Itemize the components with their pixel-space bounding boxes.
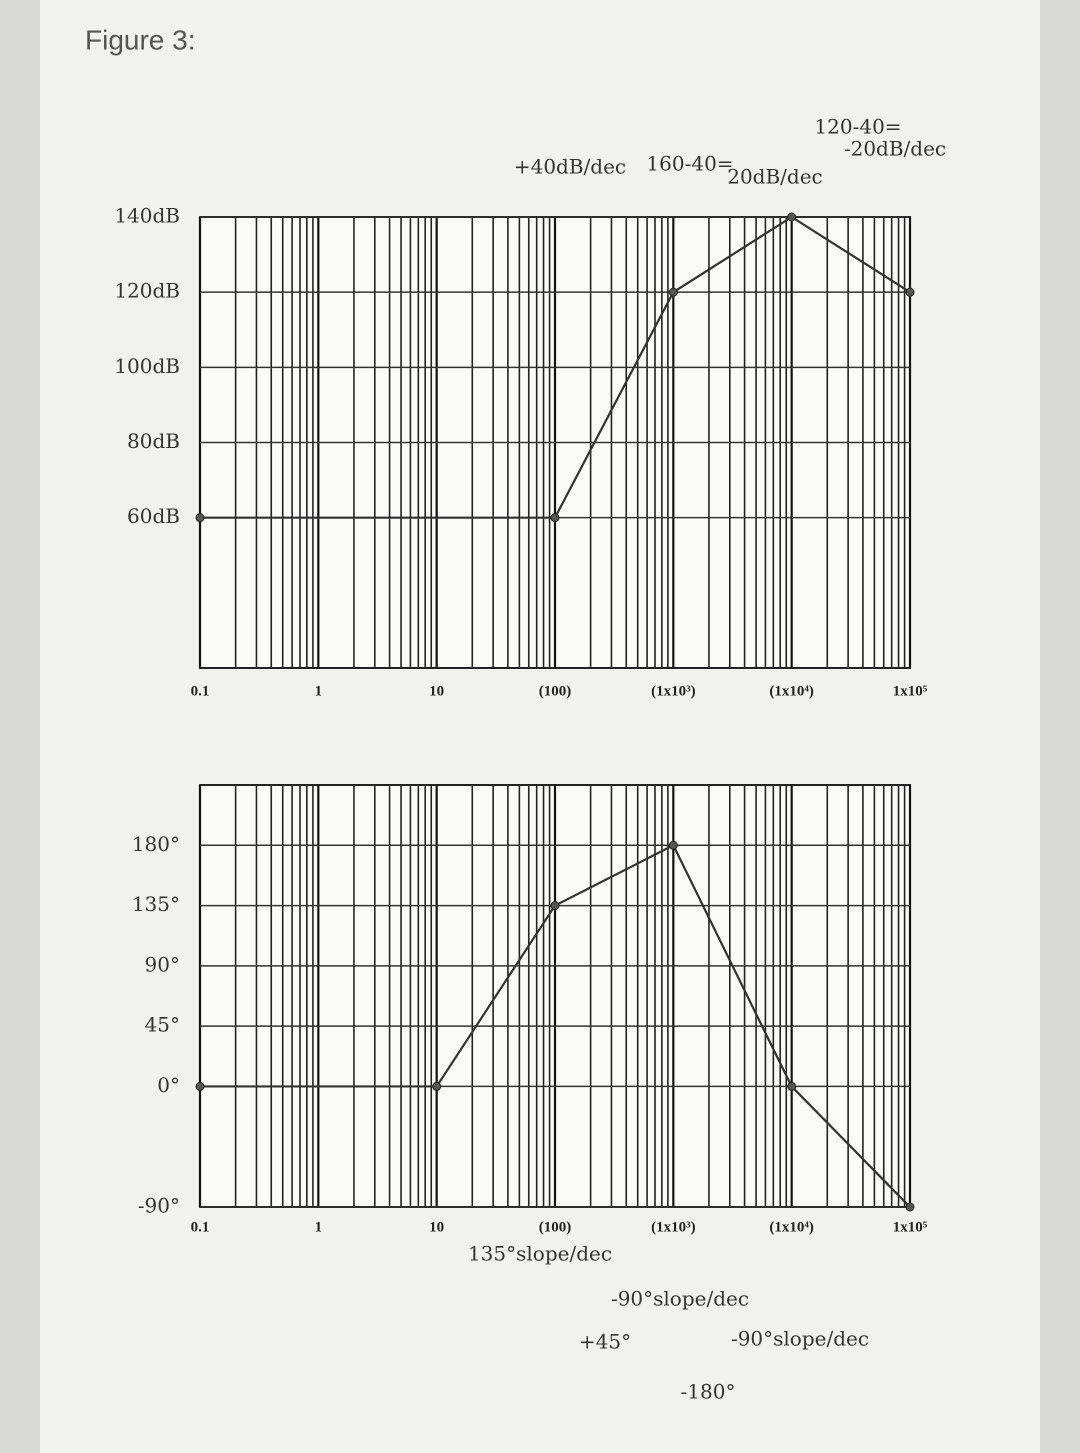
x-tick-label: 10 bbox=[429, 683, 444, 699]
data-point bbox=[787, 212, 797, 222]
x-tick-label: 0.1 bbox=[191, 683, 210, 699]
data-point bbox=[668, 287, 678, 297]
annotation: 20dB/dec bbox=[727, 165, 823, 189]
data-point bbox=[432, 1081, 442, 1091]
data-point bbox=[905, 287, 915, 297]
annotation: +45° bbox=[579, 1330, 631, 1354]
data-point bbox=[787, 1081, 797, 1091]
y-tick-label: 80dB bbox=[127, 429, 180, 453]
y-tick-label: 0° bbox=[157, 1073, 180, 1097]
figure-title: Figure 3: bbox=[85, 24, 196, 55]
y-tick-label: 60dB bbox=[127, 504, 180, 528]
y-tick-label: -90° bbox=[138, 1194, 180, 1218]
y-tick-label: 100dB bbox=[114, 354, 180, 378]
x-tick-label: 10 bbox=[429, 1219, 444, 1235]
annotation: -20dB/dec bbox=[844, 137, 946, 161]
data-point bbox=[905, 1202, 915, 1212]
x-tick-label: (100) bbox=[539, 1219, 572, 1235]
annotation: -90°slope/dec bbox=[731, 1327, 869, 1351]
data-point bbox=[195, 1081, 205, 1091]
data-point bbox=[668, 840, 678, 850]
x-tick-label: 1x10⁵ bbox=[893, 1219, 928, 1235]
x-tick-label: 1x10⁵ bbox=[893, 683, 928, 699]
annotation: -90°slope/dec bbox=[611, 1287, 749, 1311]
data-point bbox=[195, 513, 205, 523]
x-tick-label: (1x10⁴) bbox=[769, 683, 814, 699]
y-tick-label: 120dB bbox=[114, 279, 180, 303]
y-tick-label: 45° bbox=[145, 1013, 180, 1037]
annotation: -180° bbox=[681, 1380, 736, 1404]
x-tick-label: 0.1 bbox=[191, 1219, 210, 1235]
y-tick-label: 180° bbox=[132, 832, 180, 856]
annotation: 120-40= bbox=[814, 115, 901, 139]
x-tick-label: 1 bbox=[315, 1219, 323, 1235]
y-tick-label: 90° bbox=[145, 952, 180, 976]
y-tick-label: 140dB bbox=[114, 204, 180, 228]
data-line bbox=[200, 843, 911, 1208]
x-tick-label: (1x10³) bbox=[651, 683, 696, 699]
x-tick-label: 1 bbox=[315, 683, 323, 699]
x-tick-label: (1x10⁴) bbox=[769, 1219, 814, 1235]
x-tick-label: (1x10³) bbox=[651, 1219, 696, 1235]
annotation: 160-40= bbox=[646, 152, 733, 176]
annotation: +40dB/dec bbox=[514, 155, 626, 179]
annotation: 135°slope/dec bbox=[468, 1242, 612, 1266]
data-point bbox=[550, 513, 560, 523]
x-tick-label: (100) bbox=[539, 683, 572, 699]
data-point bbox=[550, 901, 560, 911]
y-tick-label: 135° bbox=[132, 892, 180, 916]
